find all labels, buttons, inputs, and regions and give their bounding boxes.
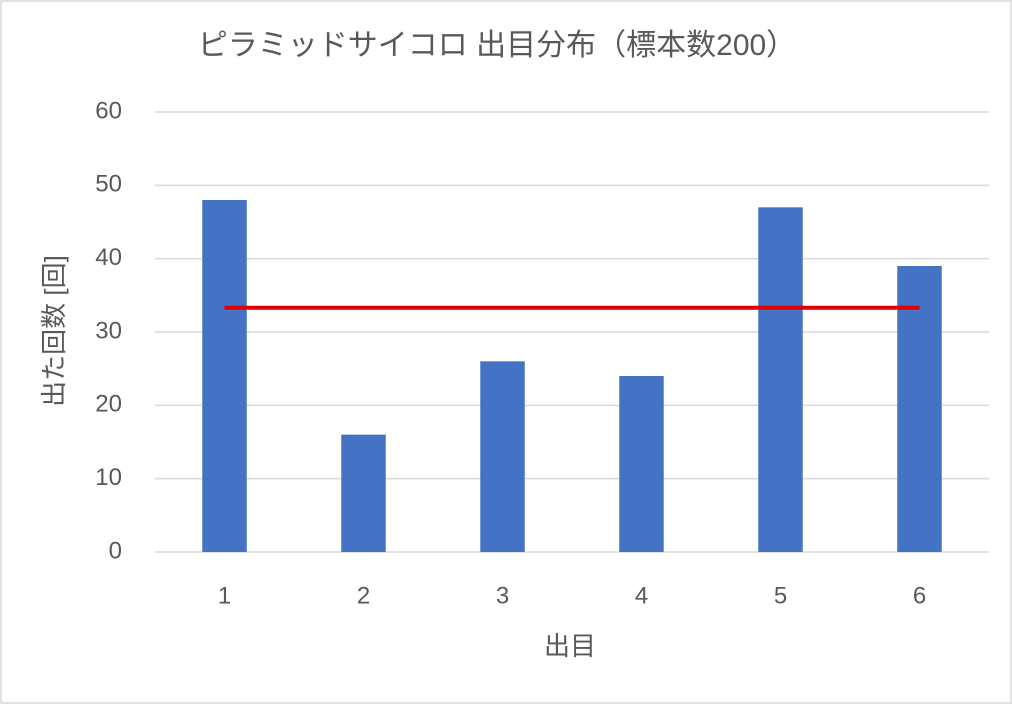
y-tick-label: 10	[95, 464, 122, 491]
x-tick-label: 4	[635, 582, 648, 609]
grid	[155, 111, 989, 553]
bar	[341, 434, 386, 552]
x-tick-label: 5	[774, 582, 787, 609]
y-axis-title: 出た回数 [回]	[39, 255, 69, 407]
bar	[202, 200, 247, 552]
x-tick-label: 1	[218, 582, 231, 609]
bar	[619, 376, 664, 552]
x-tick-label: 2	[357, 582, 370, 609]
y-tick-label: 50	[95, 171, 122, 198]
bar	[480, 361, 525, 552]
bar	[758, 207, 803, 553]
x-axis-title: 出目	[544, 631, 596, 661]
bar	[897, 266, 942, 552]
x-tick-label: 3	[496, 582, 509, 609]
y-tick-label: 0	[109, 537, 122, 564]
y-tick-label: 20	[95, 391, 122, 418]
x-tick-label: 6	[913, 582, 926, 609]
chart-title: ピラミッドサイコロ 出目分布（標本数200）	[198, 29, 796, 62]
plot	[202, 200, 942, 553]
y-tick-label: 30	[95, 317, 122, 344]
y-tick-label: 60	[95, 97, 122, 124]
y-tick-label: 40	[95, 244, 122, 271]
